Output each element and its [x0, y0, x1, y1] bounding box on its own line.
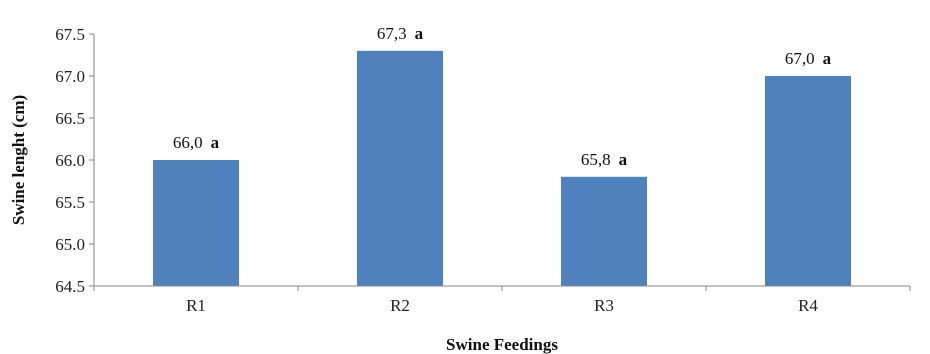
x-tick-label-r2: R2 — [390, 296, 410, 315]
significance-letter: a — [619, 150, 628, 169]
y-tick-label: 65.5 — [55, 193, 85, 212]
y-axis-ticks: 64.5 65.0 65.5 66.0 66.5 67.0 67.5 — [55, 25, 94, 296]
data-label-value: 67,3 — [377, 24, 407, 43]
data-label-value: 66,0 — [173, 133, 203, 152]
y-tick-label: 67.0 — [55, 67, 85, 86]
significance-letter: a — [211, 133, 220, 152]
y-tick-label: 66.0 — [55, 151, 85, 170]
data-label-r4: 67,0 a — [785, 49, 832, 68]
data-label-r1: 66,0 a — [173, 133, 220, 152]
data-label-r3: 65,8 a — [581, 150, 628, 169]
y-tick-label: 66.5 — [55, 109, 85, 128]
y-tick-label: 64.5 — [55, 277, 85, 296]
bar-r3 — [561, 176, 647, 286]
data-label-value: 65,8 — [581, 150, 611, 169]
x-tick-label-r3: R3 — [594, 296, 614, 315]
data-label-value: 67,0 — [785, 49, 815, 68]
y-tick-label: 67.5 — [55, 25, 85, 44]
bar-r2 — [357, 50, 443, 286]
bar-r1 — [153, 160, 239, 286]
y-axis-title: Swine lenght (cm) — [9, 95, 28, 225]
x-axis-ticks: R1 R2 R3 R4 — [93, 286, 911, 315]
x-axis-title: Swine Feedings — [446, 335, 558, 354]
value-labels-group: 66,0 a 67,3 a 65,8 a 67,0 a — [173, 24, 832, 169]
x-tick-label-r4: R4 — [798, 296, 818, 315]
bars-group — [153, 50, 851, 286]
data-label-r2: 67,3 a — [377, 24, 424, 43]
bar-r4 — [765, 76, 851, 286]
x-tick-label-r1: R1 — [186, 296, 206, 315]
significance-letter: a — [415, 24, 424, 43]
significance-letter: a — [823, 49, 832, 68]
y-tick-label: 65.0 — [55, 235, 85, 254]
